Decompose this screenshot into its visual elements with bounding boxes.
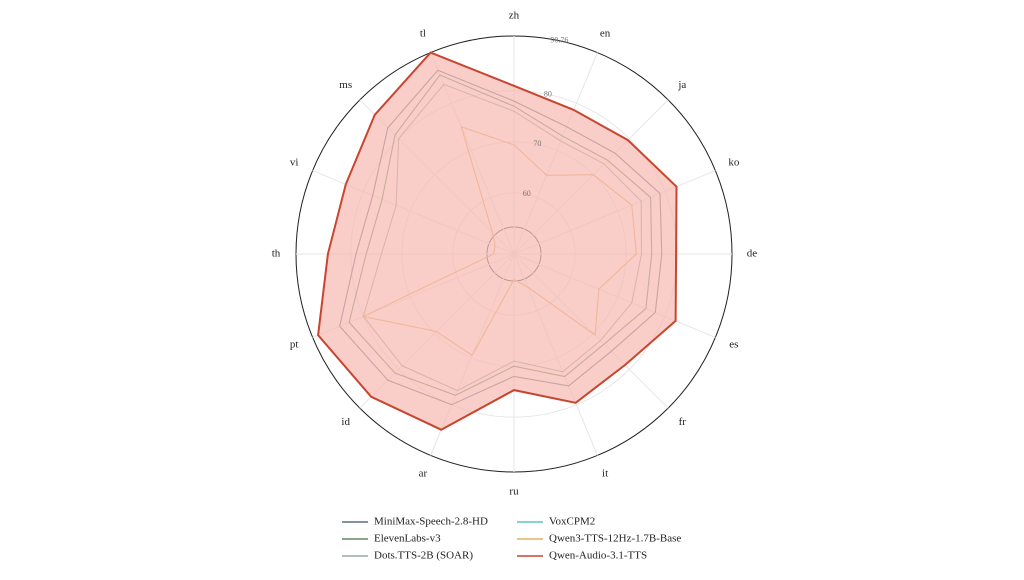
category-label: id — [341, 416, 350, 428]
category-label: ar — [419, 467, 428, 479]
legend-label: Dots.TTS-2B (SOAR) — [374, 550, 473, 562]
legend-label: ElevenLabs-v3 — [374, 533, 441, 545]
series-polygon — [317, 51, 678, 431]
category-label: vi — [290, 156, 299, 168]
category-label: it — [602, 467, 608, 479]
legend-label: VoxCPM2 — [549, 516, 595, 528]
r-tick-label: 80 — [544, 89, 552, 98]
legend-label: Qwen-Audio-3.1-TTS — [549, 550, 647, 562]
category-label: th — [272, 248, 281, 260]
category-label: zh — [509, 10, 520, 22]
category-label: de — [747, 248, 758, 260]
category-label: fr — [679, 416, 687, 428]
category-label: ru — [509, 486, 519, 498]
legend-label: MiniMax-Speech-2.8-HD — [374, 516, 488, 528]
r-tick-label: 60 — [523, 189, 531, 198]
category-label: en — [600, 28, 611, 40]
category-label: ko — [728, 156, 740, 168]
category-label: ms — [339, 79, 352, 91]
legend-label: Qwen3-TTS-12Hz-1.7B-Base — [549, 533, 681, 545]
category-label: ja — [677, 79, 686, 91]
category-label: pt — [290, 339, 299, 351]
category-label: tl — [420, 28, 426, 40]
r-tick-label: 90.76 — [550, 36, 568, 45]
r-tick-label: 70 — [533, 139, 541, 148]
category-label: es — [729, 339, 738, 351]
